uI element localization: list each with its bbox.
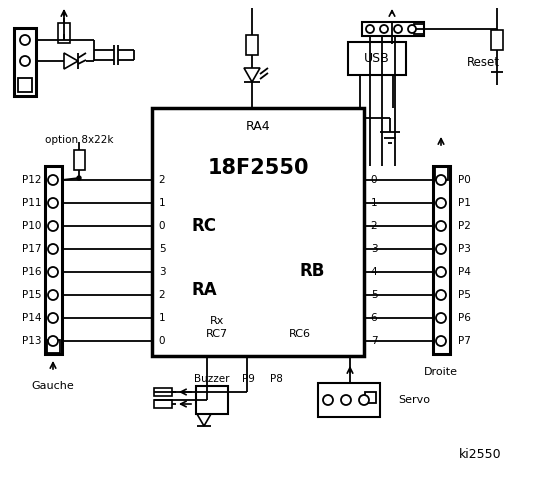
Text: P17: P17 <box>22 244 41 254</box>
Text: 1: 1 <box>159 313 165 323</box>
Text: P5: P5 <box>457 290 471 300</box>
Circle shape <box>436 267 446 277</box>
Text: ki2550: ki2550 <box>458 448 502 461</box>
Circle shape <box>394 25 402 33</box>
Circle shape <box>436 244 446 254</box>
Text: Reset: Reset <box>467 56 500 69</box>
Text: 3: 3 <box>371 244 377 254</box>
Text: P0: P0 <box>458 175 471 185</box>
Circle shape <box>20 35 30 45</box>
Text: option 8x22k: option 8x22k <box>45 135 113 145</box>
Text: RC: RC <box>191 217 217 235</box>
Text: P7: P7 <box>457 336 471 346</box>
Text: Rx: Rx <box>210 316 224 326</box>
Text: 4: 4 <box>371 267 377 277</box>
Bar <box>433 166 450 354</box>
Bar <box>435 167 448 180</box>
Bar <box>318 383 380 417</box>
Bar <box>14 28 36 96</box>
Bar <box>348 42 406 75</box>
Circle shape <box>380 25 388 33</box>
Bar <box>491 30 503 50</box>
Circle shape <box>436 198 446 208</box>
Text: 1: 1 <box>159 198 165 208</box>
Bar <box>362 22 424 36</box>
Circle shape <box>48 175 58 185</box>
Text: 0: 0 <box>371 175 377 185</box>
Circle shape <box>48 198 58 208</box>
Text: RB: RB <box>299 262 325 280</box>
Circle shape <box>20 56 30 66</box>
Text: 0: 0 <box>159 221 165 231</box>
Text: P11: P11 <box>22 198 41 208</box>
Text: P9: P9 <box>242 374 254 384</box>
Circle shape <box>436 221 446 231</box>
Circle shape <box>408 25 416 33</box>
Text: Servo: Servo <box>398 395 430 405</box>
Text: 18F2550: 18F2550 <box>207 158 309 178</box>
Bar <box>152 108 364 356</box>
Bar <box>47 340 60 353</box>
Circle shape <box>436 336 446 346</box>
Text: P10: P10 <box>22 221 41 231</box>
Circle shape <box>436 290 446 300</box>
Bar <box>365 392 376 403</box>
Text: USB: USB <box>364 51 390 64</box>
Text: RA: RA <box>191 281 217 299</box>
Text: Droite: Droite <box>424 367 458 377</box>
Text: P8: P8 <box>269 374 283 384</box>
Text: 1: 1 <box>371 198 377 208</box>
Text: Buzzer: Buzzer <box>194 374 229 384</box>
Circle shape <box>48 290 58 300</box>
Text: 6: 6 <box>371 313 377 323</box>
Text: P4: P4 <box>457 267 471 277</box>
Text: 5: 5 <box>371 290 377 300</box>
Circle shape <box>48 313 58 323</box>
Circle shape <box>77 176 81 180</box>
Text: 3: 3 <box>159 267 165 277</box>
Bar <box>154 388 172 396</box>
Text: P14: P14 <box>22 313 41 323</box>
Circle shape <box>323 395 333 405</box>
Text: P15: P15 <box>22 290 41 300</box>
Bar <box>246 35 258 55</box>
Circle shape <box>48 336 58 346</box>
Circle shape <box>359 395 369 405</box>
Bar <box>74 150 85 170</box>
Circle shape <box>366 25 374 33</box>
Circle shape <box>48 244 58 254</box>
Bar <box>18 78 32 92</box>
Bar <box>58 23 70 43</box>
Text: RA4: RA4 <box>246 120 270 132</box>
Circle shape <box>436 175 446 185</box>
Text: RC6: RC6 <box>289 329 311 339</box>
Circle shape <box>48 221 58 231</box>
Text: P13: P13 <box>22 336 41 346</box>
Text: 0: 0 <box>159 336 165 346</box>
Bar <box>45 166 62 354</box>
Text: P16: P16 <box>22 267 41 277</box>
Text: 7: 7 <box>371 336 377 346</box>
Text: P12: P12 <box>22 175 41 185</box>
Text: RC7: RC7 <box>206 329 228 339</box>
Bar <box>196 386 228 414</box>
Text: P1: P1 <box>457 198 471 208</box>
Text: Gauche: Gauche <box>32 381 74 391</box>
Text: P3: P3 <box>457 244 471 254</box>
Text: 5: 5 <box>159 244 165 254</box>
Text: 2: 2 <box>159 175 165 185</box>
Circle shape <box>341 395 351 405</box>
Circle shape <box>436 313 446 323</box>
Text: 2: 2 <box>159 290 165 300</box>
Circle shape <box>23 59 28 63</box>
Text: P2: P2 <box>457 221 471 231</box>
Bar <box>414 24 424 34</box>
Text: P6: P6 <box>457 313 471 323</box>
Circle shape <box>48 267 58 277</box>
Bar <box>154 400 172 408</box>
Text: 2: 2 <box>371 221 377 231</box>
